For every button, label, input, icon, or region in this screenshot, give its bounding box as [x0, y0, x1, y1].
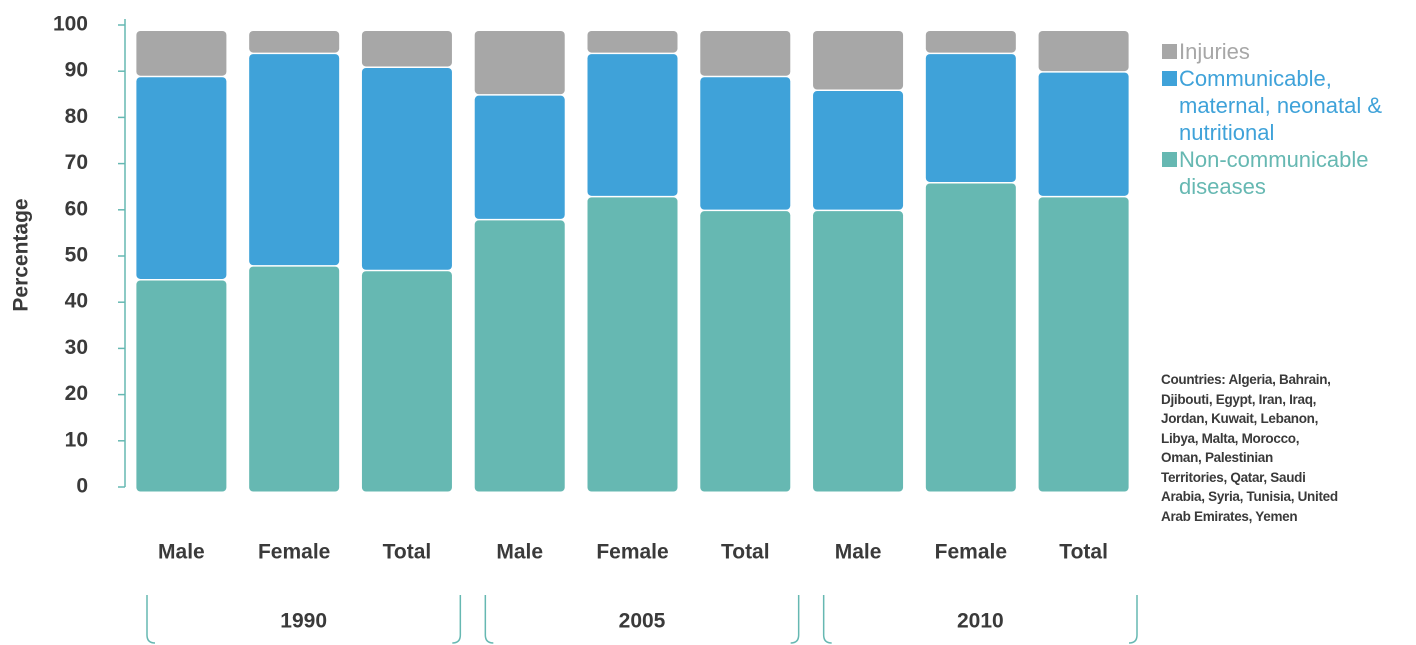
x-tick-label: Total	[383, 541, 432, 564]
bar-segment	[249, 31, 340, 53]
y-tick-label: 40	[65, 290, 88, 313]
x-tick-label: Female	[258, 541, 330, 564]
x-tick-label: Female	[935, 541, 1007, 564]
group-label: 2010	[957, 610, 1004, 633]
y-axis-label: Percentage	[10, 198, 33, 311]
x-tick-label: Male	[835, 541, 882, 564]
bar-segment	[1038, 72, 1129, 196]
bar-segment	[925, 54, 1016, 182]
x-tick-label: Male	[158, 541, 205, 564]
bar-segment	[813, 31, 904, 90]
group-bracket	[822, 595, 1138, 644]
bar-segment	[813, 91, 904, 210]
bar-segment	[361, 67, 452, 270]
bar-segment	[361, 31, 452, 67]
bar-segment	[587, 197, 678, 492]
bar-segment	[136, 31, 227, 76]
bar-segment	[925, 31, 1016, 53]
y-tick-label: 90	[65, 59, 88, 82]
y-tick-label: 30	[65, 336, 88, 359]
bar-segment	[474, 220, 565, 492]
y-tick-label: 50	[65, 244, 88, 267]
bar-segment	[474, 95, 565, 219]
bar-segment	[587, 54, 678, 196]
legend-entry: Communicable, maternal, neonatal & nutri…	[1162, 65, 1412, 146]
legend: Injuries Communicable, maternal, neonatal…	[1162, 38, 1412, 200]
legend-label: Communicable, maternal, neonatal & nutri…	[1179, 66, 1383, 145]
chart: Percentage 0 10 20 30 40 50 60 70 80 90 100 Male Fem…	[10, 13, 1138, 644]
legend-label: Injuries	[1179, 39, 1250, 64]
group-label: 1990	[280, 610, 327, 633]
legend-swatch	[1162, 71, 1177, 86]
bar-segment	[813, 211, 904, 492]
x-tick-label: Male	[496, 541, 543, 564]
footnote: Countries: Algeria, Bahrain, Djibouti, E…	[1161, 372, 1338, 524]
bar-segment	[700, 211, 791, 492]
bar-segment	[249, 54, 340, 266]
y-tick-label: 60	[65, 197, 88, 220]
bar-segment	[249, 266, 340, 492]
bar-segment	[361, 271, 452, 492]
group-label: 2005	[619, 610, 666, 633]
y-tick-label: 0	[76, 475, 88, 498]
bar-segment	[700, 77, 791, 210]
x-tick-label: Total	[1059, 541, 1108, 564]
legend-swatch	[1162, 44, 1177, 59]
bar-segment	[925, 183, 1016, 492]
y-tick-label: 20	[65, 382, 88, 405]
group-bracket	[146, 595, 462, 644]
bar-segment	[700, 31, 791, 76]
bar-segment	[136, 280, 227, 492]
bar-segment	[587, 31, 678, 53]
legend-label: Non-communicable diseases	[1179, 147, 1369, 199]
legend-entry: Injuries	[1162, 38, 1412, 65]
x-tick-label: Female	[596, 541, 668, 564]
legend-swatch	[1162, 152, 1177, 167]
bar-segment	[1038, 31, 1129, 72]
y-tick-label: 80	[65, 105, 88, 128]
bar-segment	[474, 31, 565, 95]
bar-segment	[136, 77, 227, 279]
y-tick-label: 100	[53, 13, 88, 36]
y-tick-label: 70	[65, 151, 88, 174]
bar-segment	[1038, 197, 1129, 492]
group-bracket	[484, 595, 800, 644]
y-tick-label: 10	[65, 428, 88, 451]
x-tick-label: Total	[721, 541, 770, 564]
legend-entry: Non-communicable diseases	[1162, 146, 1412, 200]
